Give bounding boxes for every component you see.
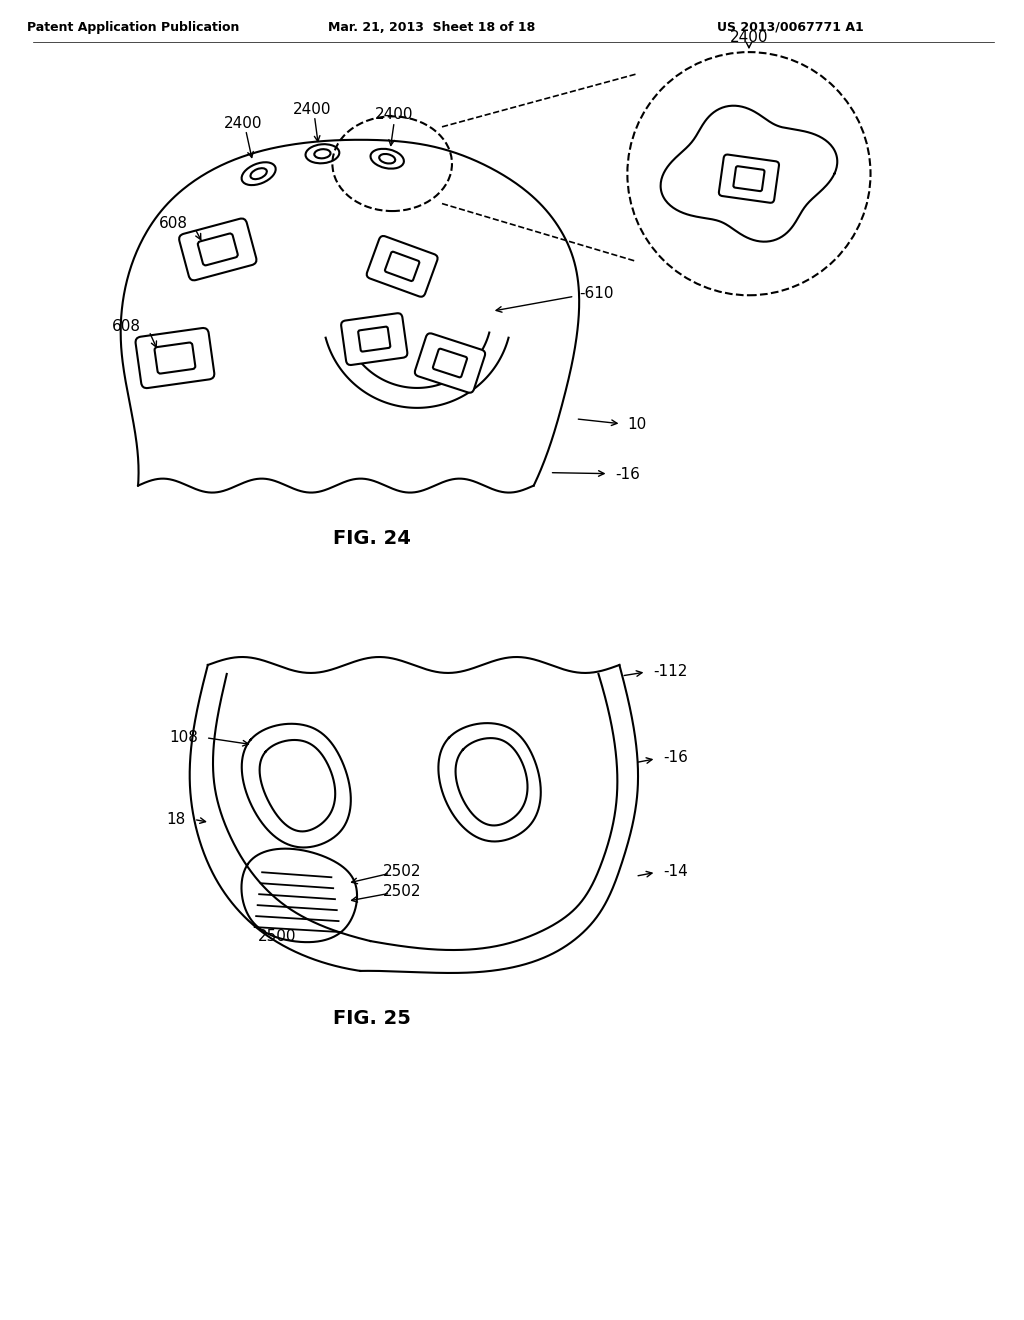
Text: -112: -112 (653, 664, 688, 680)
FancyBboxPatch shape (198, 234, 238, 265)
Ellipse shape (242, 162, 275, 185)
Text: FIG. 24: FIG. 24 (334, 529, 412, 548)
FancyBboxPatch shape (135, 327, 214, 388)
Text: Mar. 21, 2013  Sheet 18 of 18: Mar. 21, 2013 Sheet 18 of 18 (329, 21, 536, 34)
Text: 2500: 2500 (258, 928, 297, 944)
Text: -610: -610 (580, 285, 614, 301)
FancyBboxPatch shape (719, 154, 779, 203)
FancyBboxPatch shape (385, 252, 420, 281)
Text: 2502: 2502 (383, 863, 422, 879)
Text: 608: 608 (112, 318, 141, 334)
Text: 2400: 2400 (223, 116, 262, 132)
FancyBboxPatch shape (155, 342, 196, 374)
Ellipse shape (251, 168, 267, 180)
FancyBboxPatch shape (733, 166, 765, 191)
Text: -16: -16 (664, 750, 688, 766)
Text: 608: 608 (159, 216, 187, 231)
Text: 18: 18 (167, 812, 186, 826)
Text: Patent Application Publication: Patent Application Publication (27, 21, 240, 34)
Text: US 2013/0067771 A1: US 2013/0067771 A1 (718, 21, 864, 34)
FancyBboxPatch shape (179, 219, 256, 280)
FancyBboxPatch shape (415, 334, 485, 393)
FancyBboxPatch shape (433, 348, 467, 378)
Text: 2502: 2502 (383, 883, 422, 899)
Text: 2400: 2400 (375, 107, 414, 123)
FancyBboxPatch shape (367, 236, 437, 297)
Circle shape (628, 51, 870, 296)
FancyBboxPatch shape (341, 313, 408, 366)
Text: 108: 108 (169, 730, 198, 746)
Text: -16: -16 (615, 467, 640, 482)
Ellipse shape (379, 154, 395, 164)
Ellipse shape (305, 144, 339, 164)
Ellipse shape (371, 149, 403, 169)
Text: 10: 10 (628, 417, 646, 433)
FancyBboxPatch shape (358, 326, 390, 351)
Text: FIG. 25: FIG. 25 (334, 1010, 412, 1028)
Text: 2400: 2400 (730, 29, 768, 45)
Ellipse shape (314, 149, 331, 158)
Text: 2400: 2400 (293, 103, 332, 117)
Text: -14: -14 (664, 863, 688, 879)
